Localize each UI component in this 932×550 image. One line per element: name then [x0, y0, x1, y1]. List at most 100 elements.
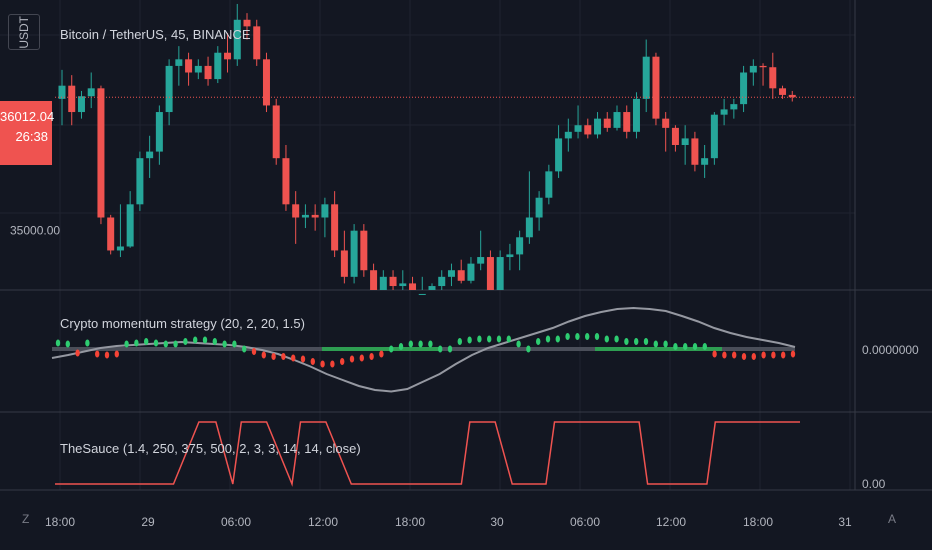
momentum-dot: [261, 351, 266, 359]
x-tick-label: 18:00: [45, 515, 75, 529]
momentum-dot: [565, 333, 570, 340]
candle-body: [691, 138, 699, 165]
candle-body: [749, 65, 757, 73]
momentum-dot: [330, 360, 335, 368]
candle-body: [662, 118, 670, 128]
momentum-dot: [251, 348, 257, 355]
candle-body: [438, 276, 446, 287]
auto-scale-toggle[interactable]: A: [888, 512, 897, 526]
candle-body: [321, 204, 329, 218]
momentum-dot: [418, 340, 423, 348]
momentum-dot: [643, 338, 649, 345]
x-tick-label: 30: [490, 515, 504, 529]
candle-body: [389, 276, 397, 287]
momentum-dot: [457, 338, 462, 345]
momentum-dot: [369, 353, 374, 360]
y-tick-label: 35000.00: [10, 224, 60, 238]
momentum-dot: [163, 340, 168, 348]
momentum-dot: [555, 335, 560, 343]
candle-body: [467, 263, 475, 281]
momentum-dot: [95, 350, 100, 358]
x-tick-label: 29: [141, 515, 155, 529]
candle-body: [564, 131, 572, 139]
candle-body: [165, 65, 173, 113]
momentum-dot: [604, 335, 609, 343]
momentum-dot: [242, 345, 247, 353]
x-tick-label: 18:00: [395, 515, 425, 529]
momentum-dot: [496, 335, 502, 343]
candle-body: [282, 158, 290, 205]
momentum-dot: [114, 350, 120, 358]
candle-body: [486, 257, 494, 290]
sauce-value-label: 0.00: [862, 477, 886, 491]
momentum-dot: [75, 349, 80, 357]
momentum-dot: [281, 353, 286, 360]
bar-countdown: 26:38: [15, 129, 48, 144]
momentum-dot: [134, 339, 139, 347]
momentum-dot: [408, 340, 413, 348]
momentum-dot: [85, 339, 90, 347]
candle-body: [730, 104, 738, 110]
momentum-dot: [663, 340, 668, 348]
sauce-line: [55, 421, 800, 487]
candle-body: [331, 204, 339, 251]
momentum-dot: [124, 340, 129, 348]
momentum-dot: [585, 333, 590, 340]
candle-body: [370, 270, 378, 290]
momentum-title: Crypto momentum strategy (20, 2, 20, 1.5…: [60, 316, 305, 331]
momentum-dot: [516, 340, 521, 348]
momentum-dot: [320, 360, 325, 368]
log-scale-toggle[interactable]: Z: [22, 512, 30, 526]
candle-body: [233, 19, 241, 60]
candle-body: [272, 105, 280, 159]
candle-body: [360, 230, 368, 271]
last-price-tag: 36012.04 26:38: [0, 101, 54, 165]
momentum-dot: [575, 333, 580, 340]
momentum-dot: [291, 354, 296, 362]
candle-body: [116, 246, 124, 251]
candle-body: [194, 65, 202, 73]
momentum-dot: [536, 338, 541, 345]
x-tick-label: 06:00: [221, 515, 251, 529]
momentum-dot: [692, 343, 698, 350]
candle-body: [632, 98, 640, 132]
candle-body: [769, 67, 777, 89]
x-tick-label: 12:00: [308, 515, 338, 529]
candle-body: [155, 112, 163, 152]
momentum-dot: [526, 345, 531, 353]
x-tick-label: 31: [838, 515, 852, 529]
candle-body: [97, 88, 105, 218]
momentum-dot: [104, 351, 110, 359]
momentum-dot: [144, 338, 149, 345]
candle-body: [253, 26, 261, 60]
candle-body: [379, 276, 387, 290]
momentum-dot: [467, 336, 472, 344]
candle-body: [545, 171, 553, 198]
candle-body: [58, 85, 66, 99]
momentum-dot: [594, 333, 600, 340]
candle-body: [525, 217, 533, 238]
momentum-dot: [153, 339, 159, 347]
candle-body: [146, 151, 154, 159]
candle-body: [175, 59, 183, 66]
momentum-dot: [790, 350, 796, 358]
candle-body: [340, 250, 348, 277]
momentum-dot: [300, 355, 306, 363]
candle-body: [701, 158, 709, 165]
candle-body: [447, 270, 455, 277]
x-tick-label: 12:00: [656, 515, 686, 529]
momentum-dot: [183, 338, 188, 345]
candle-body: [418, 293, 426, 295]
candle-body: [642, 56, 650, 99]
candle-body: [584, 125, 592, 135]
candle-body: [555, 138, 563, 172]
momentum-dot: [771, 351, 776, 359]
momentum-dot: [222, 340, 227, 348]
momentum-dot: [447, 345, 453, 353]
momentum-dot: [349, 355, 355, 363]
currency-button[interactable]: USDT: [8, 14, 40, 50]
candle-body: [292, 204, 300, 218]
momentum-dot: [193, 336, 198, 344]
candle-body: [409, 283, 417, 290]
